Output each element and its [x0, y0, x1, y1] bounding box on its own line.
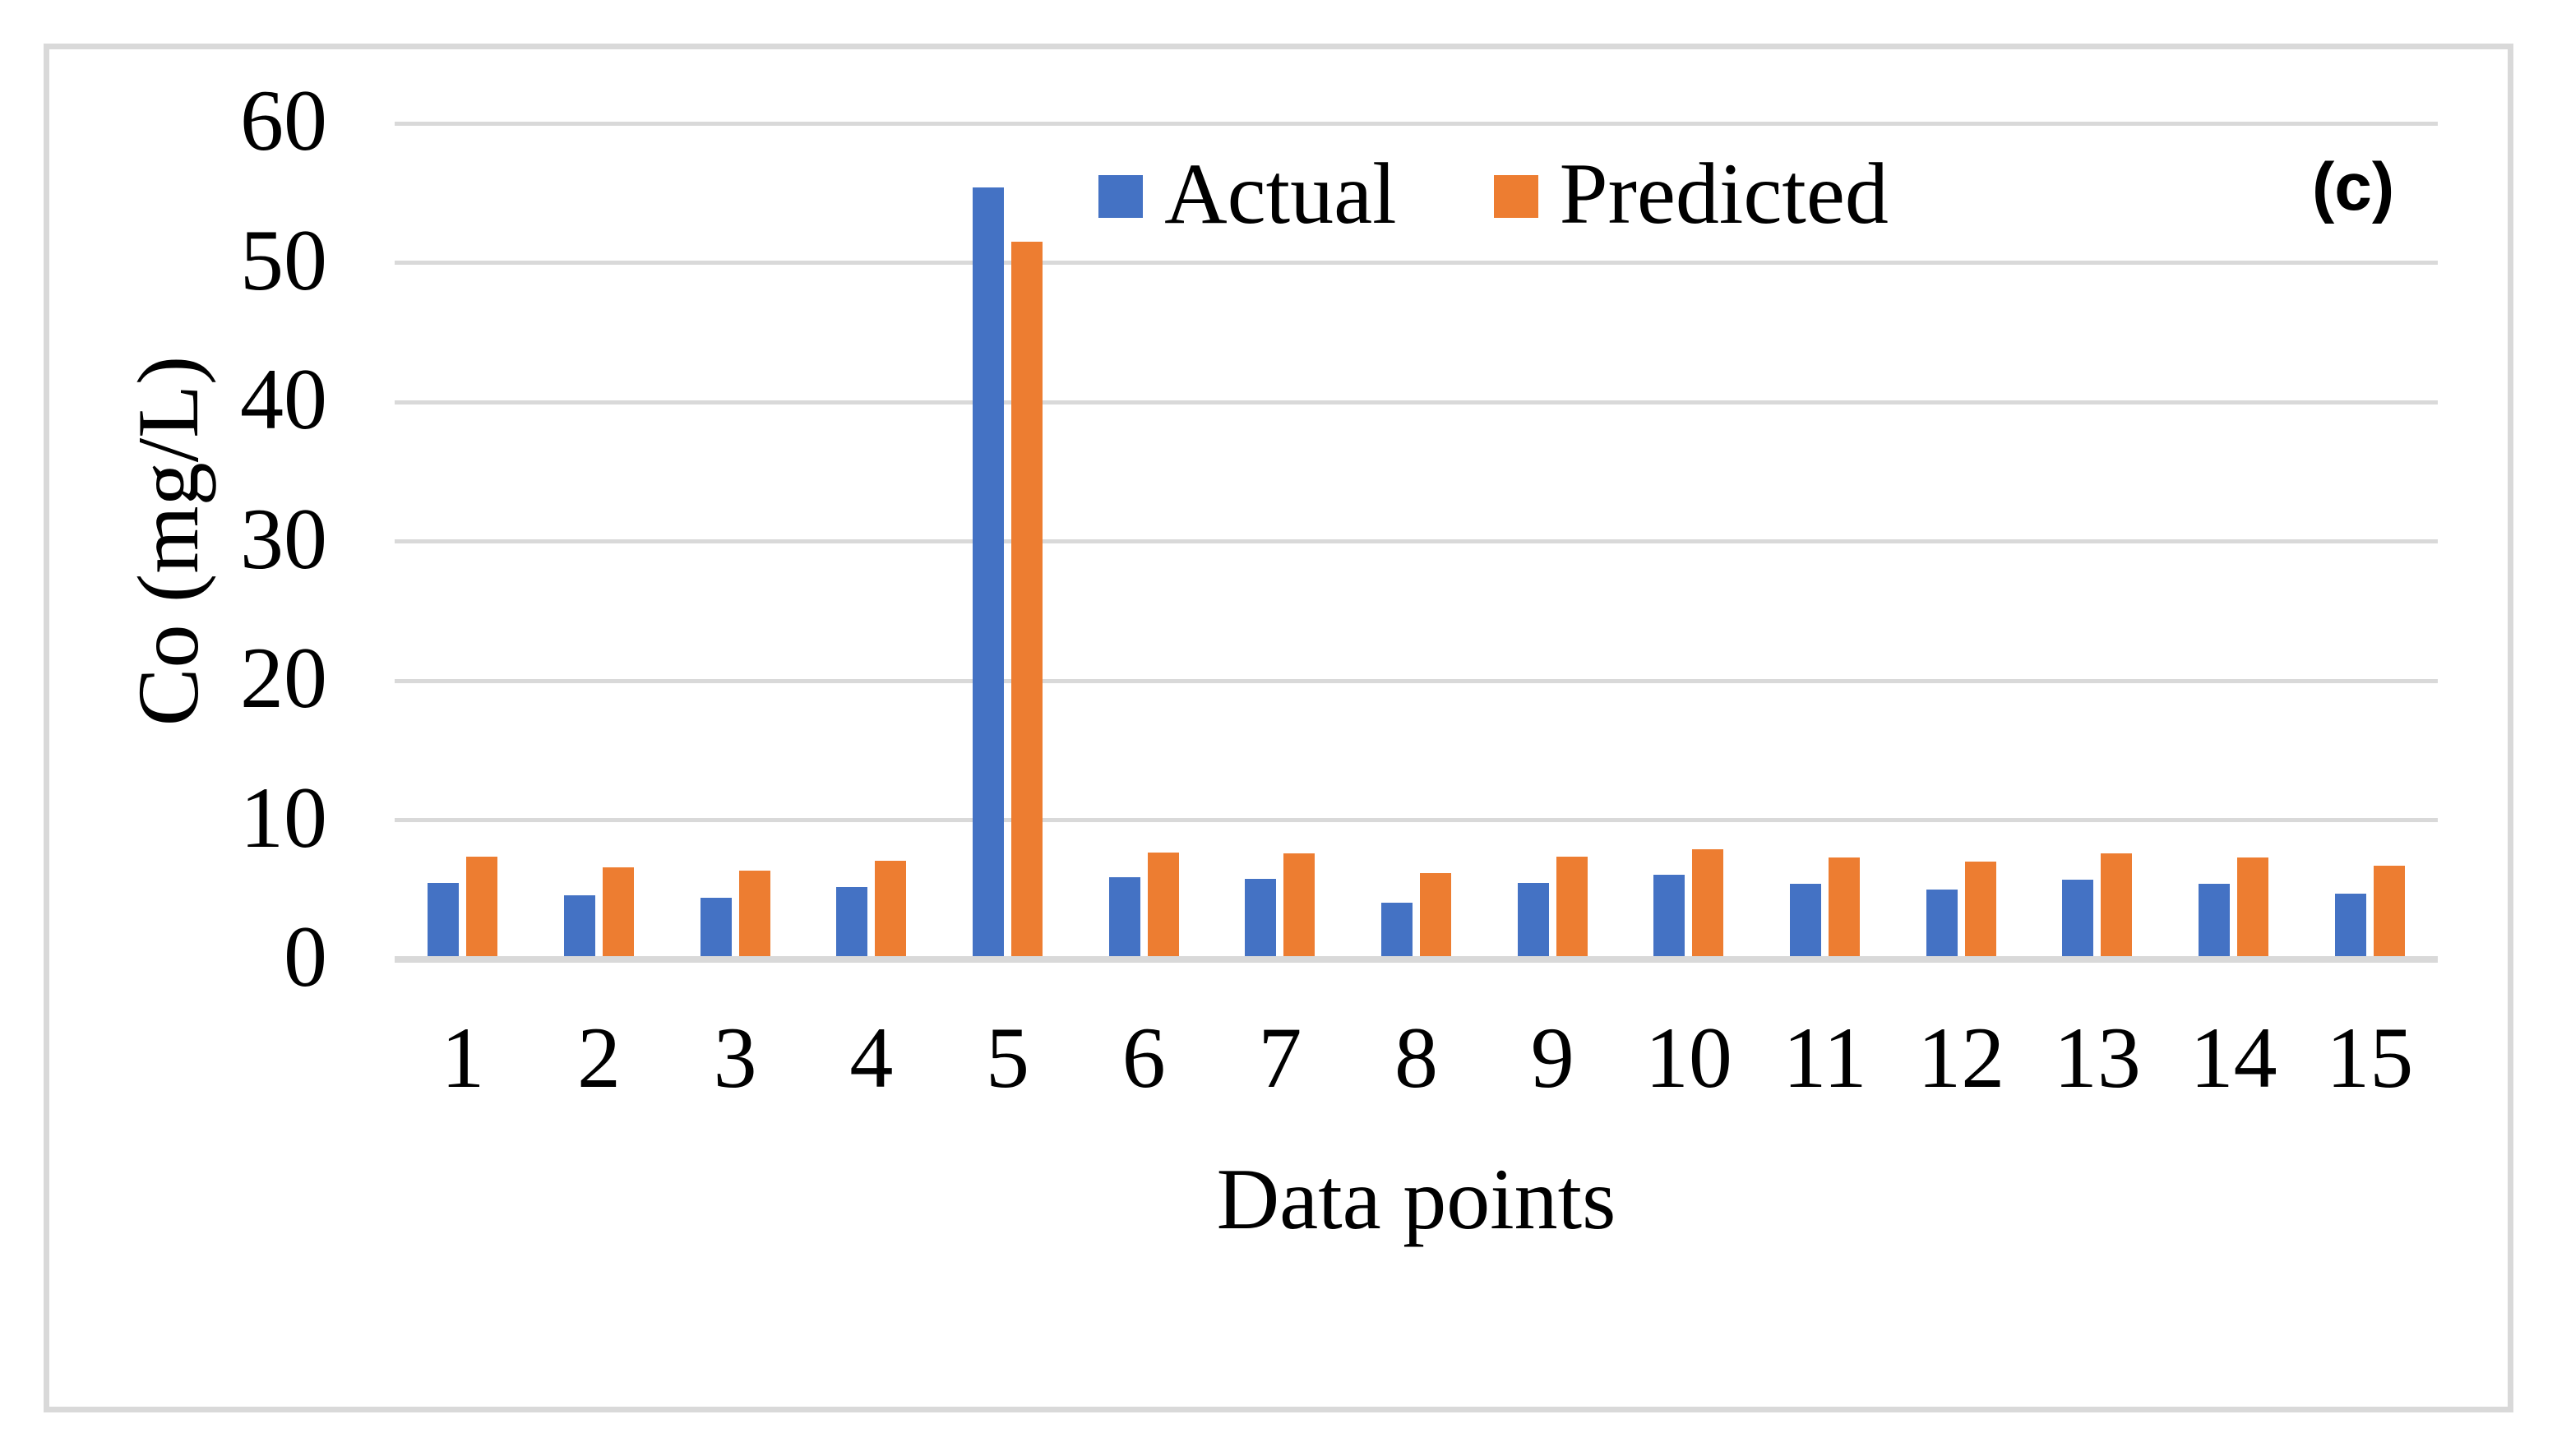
bar-group-2 — [531, 123, 668, 959]
bar-predicted-12 — [1964, 862, 1996, 956]
y-tick-label-30: 30 — [240, 490, 327, 587]
bar-actual-11 — [1790, 884, 1822, 956]
bar-group-10 — [1621, 123, 1757, 959]
bar-group-7 — [1212, 123, 1348, 959]
bar-actual-9 — [1517, 882, 1549, 956]
bar-groups — [395, 123, 2438, 959]
bar-actual-6 — [1108, 877, 1140, 956]
x-tick-label-15: 15 — [2326, 1010, 2414, 1106]
bar-predicted-14 — [2237, 857, 2269, 956]
legend-label-predicted: Predicted — [1559, 146, 1889, 242]
x-tick-label-1: 1 — [441, 1010, 485, 1106]
legend: Actual Predicted — [472, 150, 2515, 238]
bar-predicted-2 — [603, 867, 634, 956]
x-tick-label-6: 6 — [1121, 1010, 1166, 1106]
gridline-10 — [395, 818, 2438, 822]
x-axis-title: Data points — [1216, 1151, 1616, 1247]
y-tick-label-40: 40 — [240, 350, 327, 447]
bar-actual-5 — [973, 187, 1005, 956]
bar-group-8 — [1348, 123, 1485, 959]
legend-item-predicted: Predicted — [1493, 146, 1889, 242]
bar-predicted-7 — [1283, 853, 1315, 956]
y-tick-label-60: 60 — [240, 72, 327, 169]
bar-group-6 — [1075, 123, 1212, 959]
x-tick-label-12: 12 — [1917, 1010, 2005, 1106]
legend-swatch-predicted — [1493, 175, 1538, 218]
x-tick-label-3: 3 — [713, 1010, 757, 1106]
gridline-40 — [395, 400, 2438, 404]
x-axis-line — [395, 956, 2438, 963]
bar-actual-1 — [428, 882, 460, 956]
panel-label: (c) — [2312, 150, 2395, 224]
bar-actual-2 — [564, 895, 595, 956]
bar-predicted-6 — [1147, 852, 1179, 956]
bar-actual-4 — [836, 886, 868, 956]
y-tick-label-0: 0 — [284, 908, 327, 1005]
bar-actual-12 — [1926, 890, 1958, 956]
plot-area — [395, 121, 2438, 963]
x-tick-label-4: 4 — [849, 1010, 894, 1106]
bar-group-12 — [1893, 123, 2029, 959]
y-tick-label-20: 20 — [240, 629, 327, 726]
bar-group-14 — [2166, 123, 2302, 959]
bar-group-4 — [803, 123, 940, 959]
legend-item-actual: Actual — [1098, 150, 1397, 238]
bar-predicted-13 — [2101, 853, 2133, 956]
y-tick-label-50: 50 — [240, 211, 327, 308]
bar-actual-10 — [1653, 874, 1685, 956]
bar-actual-14 — [2199, 884, 2231, 956]
bar-predicted-15 — [2373, 866, 2405, 956]
legend-swatch-actual — [1098, 175, 1144, 218]
x-tick-label-8: 8 — [1394, 1010, 1439, 1106]
x-tick-label-5: 5 — [986, 1010, 1030, 1106]
bar-group-5 — [940, 123, 1076, 959]
gridline-60 — [395, 121, 2438, 126]
bar-predicted-3 — [738, 870, 770, 956]
bar-predicted-4 — [875, 860, 907, 956]
bar-actual-15 — [2334, 894, 2366, 956]
bar-group-1 — [395, 123, 531, 959]
bar-group-9 — [1484, 123, 1621, 959]
bar-predicted-9 — [1556, 856, 1588, 956]
x-tick-label-11: 11 — [1783, 1010, 1867, 1106]
x-tick-label-10: 10 — [1644, 1010, 1732, 1106]
gridline-50 — [395, 261, 2438, 265]
bar-actual-3 — [700, 898, 732, 956]
bar-predicted-8 — [1420, 872, 1452, 956]
bar-group-11 — [1757, 123, 1893, 959]
chart-border — [44, 44, 2513, 1412]
bar-actual-7 — [1245, 878, 1277, 956]
y-tick-label-10: 10 — [240, 769, 327, 866]
bar-actual-13 — [2062, 880, 2094, 956]
bar-group-3 — [667, 123, 803, 959]
bar-predicted-5 — [1011, 242, 1043, 956]
x-tick-label-2: 2 — [577, 1010, 621, 1106]
x-tick-label-14: 14 — [2189, 1010, 2277, 1106]
bar-predicted-11 — [1829, 857, 1861, 956]
bar-actual-8 — [1381, 902, 1413, 956]
x-tick-label-7: 7 — [1258, 1010, 1302, 1106]
x-tick-label-9: 9 — [1530, 1010, 1574, 1106]
gridline-30 — [395, 539, 2438, 543]
bar-predicted-1 — [466, 856, 498, 956]
x-axis-tick-labels: 1 2 3 4 5 6 7 8 9 10 11 12 13 14 15 — [395, 1013, 2438, 1103]
bar-group-13 — [2029, 123, 2166, 959]
gridline-20 — [395, 678, 2438, 683]
legend-label-actual: Actual — [1164, 146, 1397, 242]
x-tick-label-13: 13 — [2053, 1010, 2141, 1106]
bar-group-15 — [2301, 123, 2438, 959]
bar-predicted-10 — [1692, 849, 1724, 956]
